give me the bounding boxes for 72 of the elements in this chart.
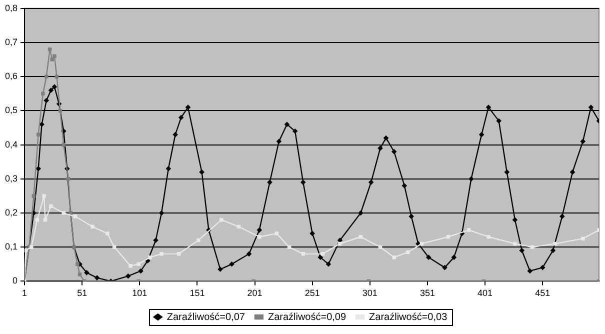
point — [136, 262, 140, 266]
x-tick-label: 251 — [304, 288, 320, 298]
point — [274, 232, 279, 236]
point — [258, 234, 262, 239]
point — [420, 242, 424, 246]
x-tick-label: 301 — [362, 288, 378, 298]
point — [446, 234, 450, 239]
point — [160, 252, 164, 256]
point — [392, 255, 396, 260]
point — [287, 245, 292, 249]
y-tick-label: 0,8 — [4, 2, 18, 13]
point — [90, 224, 94, 229]
y-tick-label: 0,4 — [4, 139, 18, 150]
point — [128, 264, 132, 268]
point — [24, 248, 28, 252]
point — [76, 262, 80, 266]
point — [530, 245, 534, 249]
y-tick-label: 0,7 — [4, 36, 18, 47]
point — [106, 232, 110, 236]
point — [513, 242, 517, 246]
point — [301, 252, 305, 256]
point — [50, 58, 54, 62]
point — [35, 218, 40, 222]
x-tick-label: 451 — [535, 288, 550, 298]
x-tick-label: 351 — [420, 288, 435, 298]
point — [78, 272, 82, 276]
legend-label: Zaraźliwość=0,09 — [268, 312, 346, 323]
point — [58, 108, 62, 113]
point — [49, 204, 53, 208]
point — [48, 47, 52, 52]
x-tick-label: 151 — [190, 288, 205, 298]
point — [581, 236, 585, 240]
point — [406, 250, 410, 254]
y-tick-label: 0,5 — [4, 105, 18, 116]
point — [44, 74, 48, 78]
point — [220, 218, 224, 222]
point — [62, 211, 66, 215]
point — [486, 234, 490, 239]
point — [320, 252, 325, 256]
point — [236, 224, 241, 229]
point — [36, 132, 40, 136]
legend-label: Zaraźliwość=0,07 — [166, 312, 246, 323]
point — [358, 234, 363, 239]
point — [62, 142, 66, 147]
point — [338, 242, 342, 246]
legend-label: Zaraźliwość=0,03 — [369, 312, 448, 323]
point — [553, 242, 558, 246]
point — [43, 218, 48, 222]
point — [54, 74, 59, 78]
x-tick-label: 1 — [22, 288, 28, 298]
y-tick-label: 0,6 — [4, 71, 18, 82]
point — [52, 54, 56, 58]
point — [42, 194, 46, 198]
point — [41, 92, 45, 96]
point — [467, 228, 471, 232]
point — [30, 245, 34, 249]
y-tick-label: 0 — [12, 276, 18, 286]
x-tick-label: 51 — [77, 288, 88, 298]
point — [66, 177, 70, 181]
point — [378, 245, 382, 249]
point — [196, 238, 200, 242]
point — [148, 255, 152, 260]
point — [73, 214, 78, 218]
x-tick-label: 101 — [132, 288, 148, 298]
y-tick-label: 0,2 — [4, 207, 18, 218]
y-tick-label: 0,3 — [4, 173, 18, 184]
x-tick-label: 201 — [247, 288, 262, 298]
point — [176, 252, 181, 256]
point — [112, 245, 116, 249]
point — [32, 194, 36, 198]
x-tick-label: 401 — [478, 288, 493, 298]
y-tick-label: 0,1 — [4, 242, 18, 252]
